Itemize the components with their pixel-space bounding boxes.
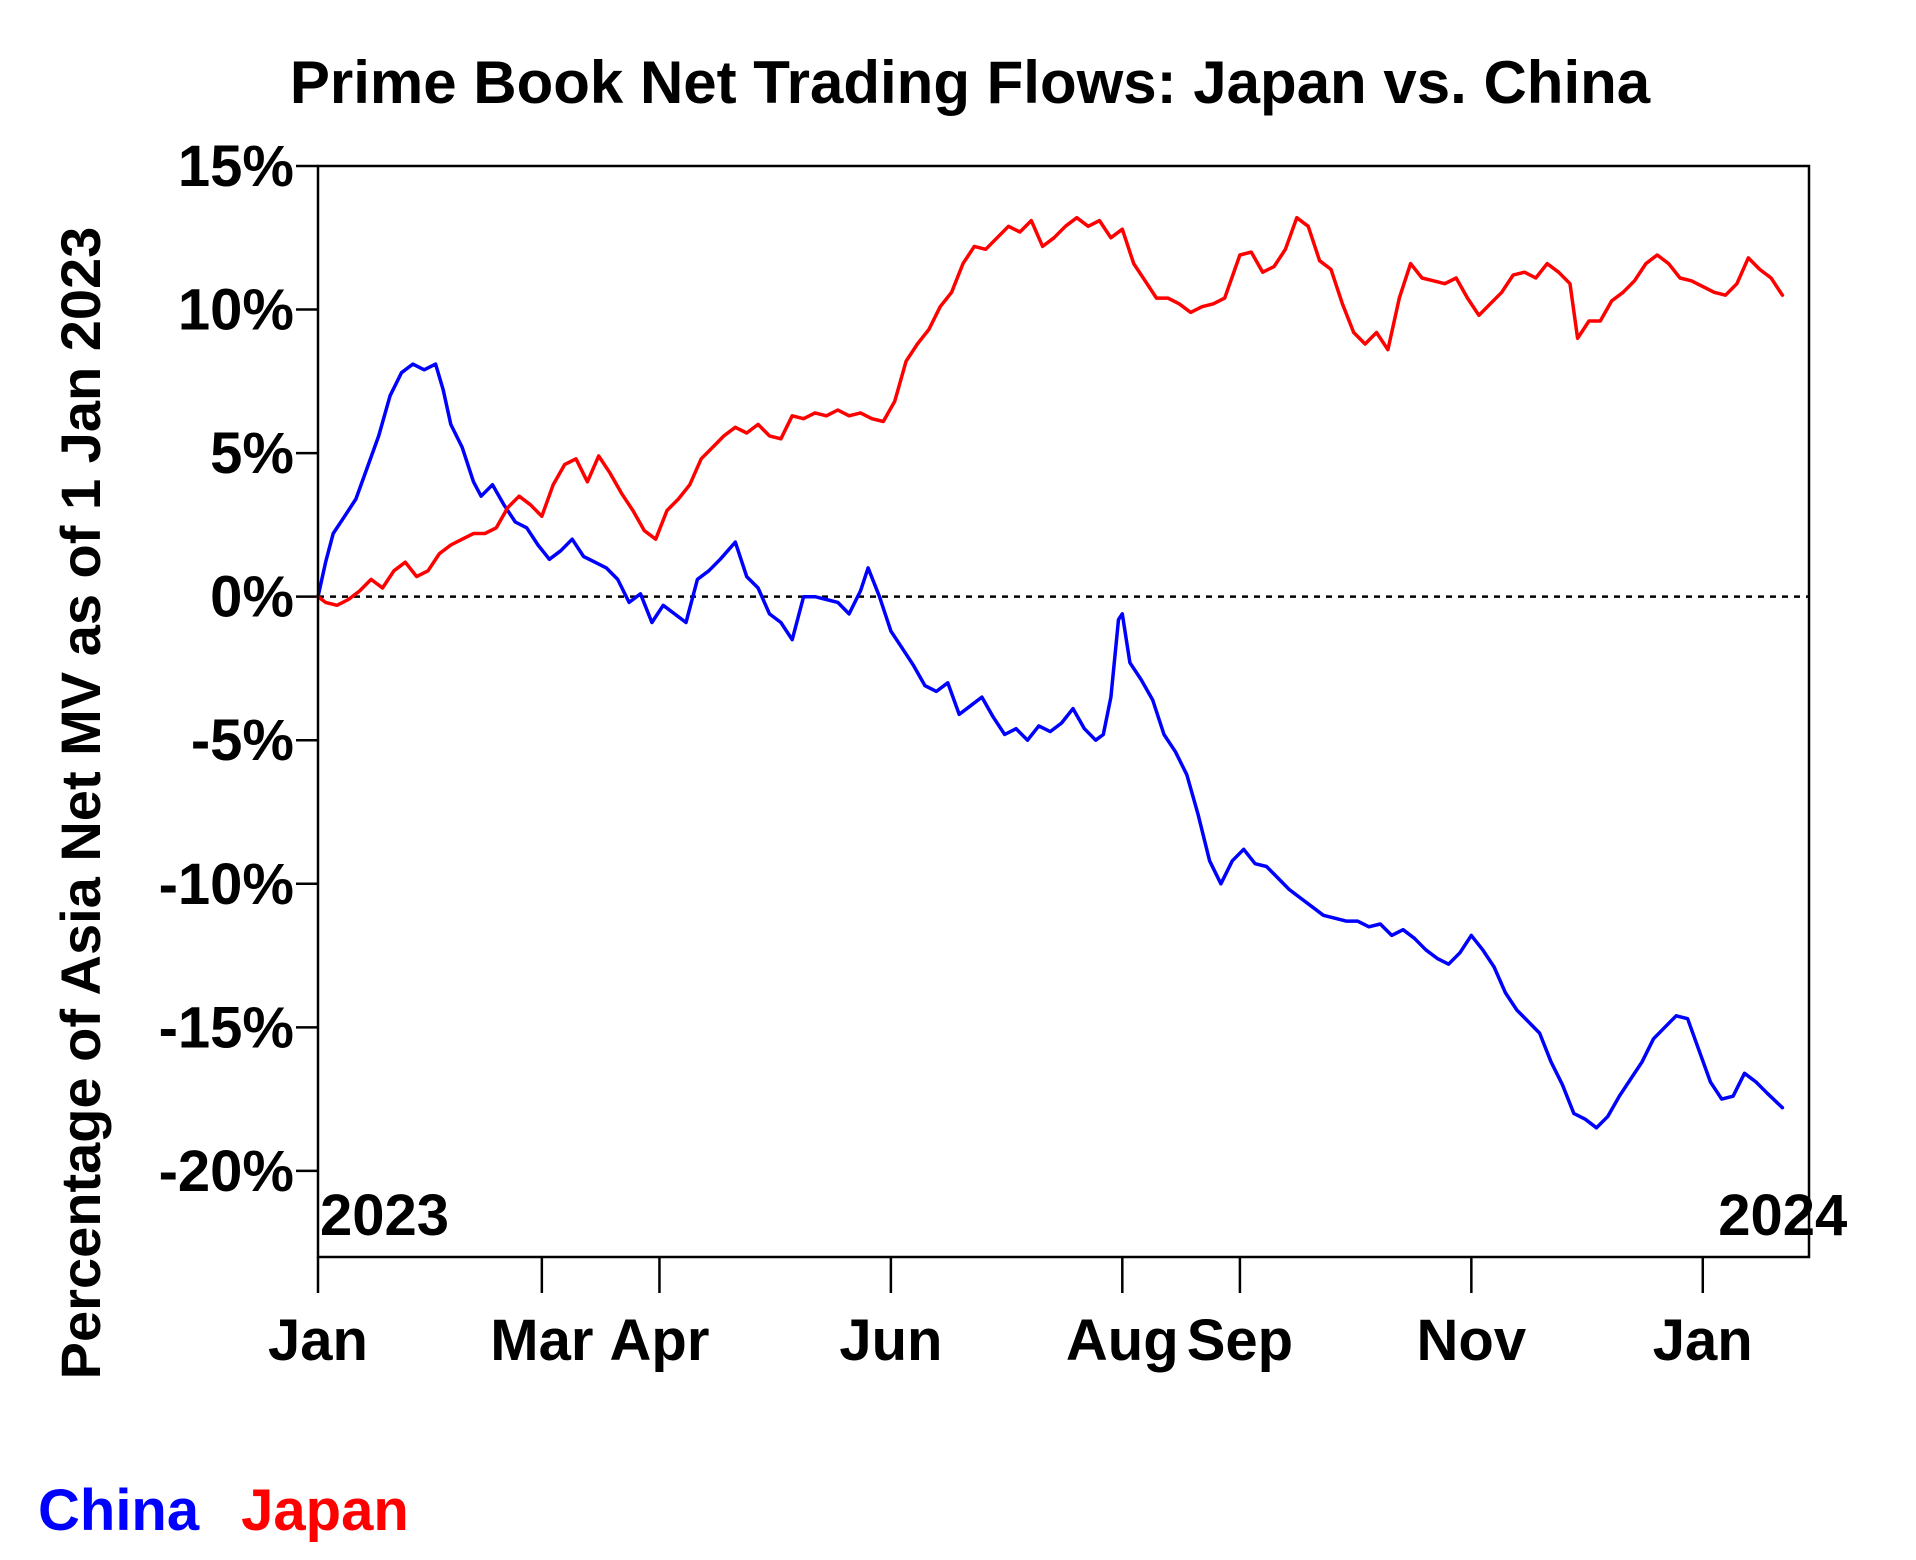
x-axis-ticks: Jan Mar Apr Jun Aug Sep Nov Jan — [268, 1257, 1753, 1373]
series-layer — [316, 215, 1785, 1130]
x-tick-label: Aug — [1066, 1308, 1179, 1373]
x-tick-label: Mar — [490, 1308, 593, 1373]
series-line-japan — [316, 215, 1785, 608]
x-tick-label: Jan — [1653, 1308, 1753, 1373]
year-label: 2024 — [1718, 1183, 1847, 1248]
chart-title: Prime Book Net Trading Flows: Japan vs. … — [290, 49, 1651, 116]
y-tick-label: -15% — [159, 995, 294, 1060]
x-tick-label: Jan — [268, 1308, 368, 1373]
y-tick-label: -10% — [159, 852, 294, 917]
y-tick-label: 10% — [178, 278, 294, 343]
y-tick-label: -20% — [159, 1139, 294, 1204]
year-label: 2023 — [320, 1183, 449, 1248]
y-axis-ticks: 15% 10% 5% 0% -5% -10% -15% -20% — [159, 134, 318, 1204]
y-axis-label: Percentage of Asia Net MV as of 1 Jan 20… — [49, 227, 112, 1380]
series-line-china — [316, 362, 1785, 1130]
legend-entry-china: China — [38, 1478, 200, 1543]
x-tick-label: Jun — [839, 1308, 942, 1373]
x-tick-label: Sep — [1187, 1308, 1293, 1373]
legend-entry-japan: Japan — [241, 1478, 409, 1543]
x-tick-label: Apr — [610, 1308, 710, 1373]
y-tick-label: 5% — [210, 421, 294, 486]
plot-area-frame — [316, 164, 1811, 1259]
y-tick-label: -5% — [191, 708, 294, 773]
y-tick-label: 0% — [210, 565, 294, 630]
legend: China Japan — [38, 1478, 409, 1543]
y-tick-label: 15% — [178, 134, 294, 199]
year-labels: 2023 2024 — [320, 1183, 1847, 1248]
x-tick-label: Nov — [1417, 1308, 1527, 1373]
